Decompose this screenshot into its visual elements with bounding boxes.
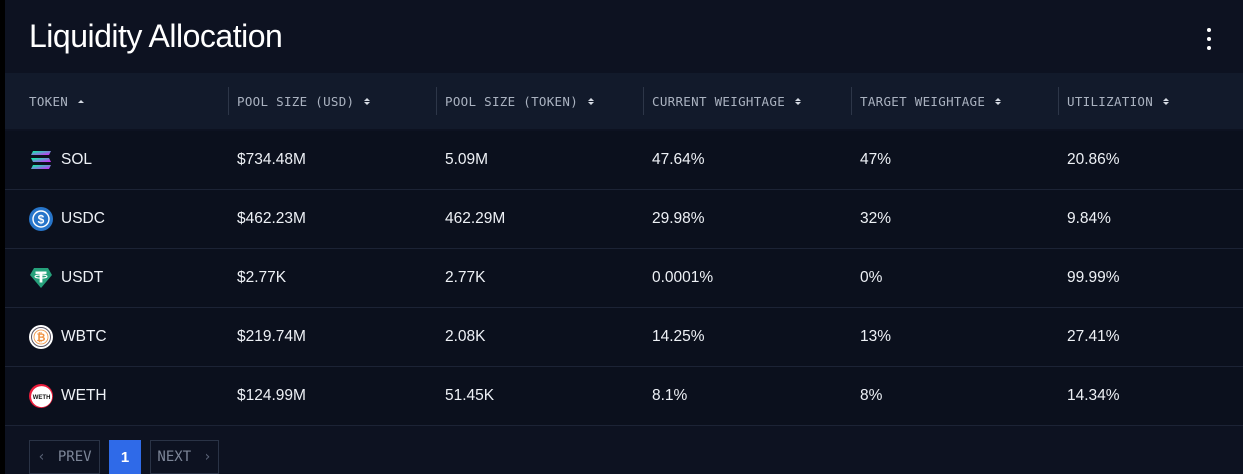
sort-ascending-icon [78,99,85,103]
usdc-icon: $ [29,207,53,231]
svg-text:$: $ [38,213,45,227]
column-header-pool-size-usd[interactable]: POOL SIZE (USD) [228,73,371,129]
token-symbol: WETH [61,387,107,404]
sort-icon [364,97,371,105]
prev-button[interactable]: ‹ PREV [29,440,100,474]
token-cell: USDT [29,249,103,307]
utilization-cell: 14.34% [1067,387,1120,404]
column-header-label: POOL SIZE (TOKEN) [445,93,579,109]
token-cell: $ USDC [29,190,105,248]
table-header: TOKEN POOL SIZE (USD) POOL SIZE (TOKEN) … [5,73,1243,129]
column-header-label: TOKEN [29,93,69,109]
token-cell: WETH WETH [29,367,107,425]
pool-size-usd-cell: $2.77K [237,269,287,286]
current-weightage-cell: 0.0001% [652,269,714,286]
more-vertical-icon[interactable] [1199,28,1219,50]
next-button[interactable]: NEXT › [150,440,219,474]
column-header-target-weightage[interactable]: TARGET WEIGHTAGE [851,73,1002,129]
sort-icon [588,97,595,105]
token-cell: ₿ WBTC [29,308,107,366]
table-row[interactable]: WETH WETH $124.99M 51.45K 8.1% 8% 14.34% [5,367,1243,426]
column-divider [228,87,229,115]
chevron-left-icon: ‹ [37,449,46,465]
page-title: Liquidity Allocation [29,18,283,54]
column-divider [851,87,852,115]
table-row[interactable]: ₿ WBTC $219.74M 2.08K 14.25% 13% 27.41% [5,308,1243,367]
pool-size-token-cell: 2.08K [445,328,486,345]
svg-text:WETH: WETH [33,395,51,401]
target-weightage-cell: 47% [860,151,892,168]
utilization-cell: 27.41% [1067,328,1120,345]
current-weightage-cell: 47.64% [652,151,705,168]
column-divider [1058,87,1059,115]
token-symbol: USDT [61,269,104,286]
sol-icon [31,151,51,169]
next-label: NEXT [157,449,192,465]
utilization-cell: 99.99% [1067,269,1120,286]
target-weightage-cell: 0% [860,269,883,286]
prev-label: PREV [57,449,92,465]
column-divider [436,87,437,115]
current-weightage-cell: 8.1% [652,387,688,404]
target-weightage-cell: 8% [860,387,883,404]
svg-text:₿: ₿ [37,332,46,344]
table-row[interactable]: $ USDC $462.23M 462.29M 29.98% 32% 9.84% [5,190,1243,249]
table-row[interactable]: SOL $734.48M 5.09M 47.64% 47% 20.86% [5,131,1243,190]
weth-icon: WETH [29,384,53,408]
column-header-label: TARGET WEIGHTAGE [860,93,986,109]
token-symbol: WBTC [61,328,107,345]
column-header-current-weightage[interactable]: CURRENT WEIGHTAGE [643,73,802,129]
current-weightage-cell: 14.25% [652,328,705,345]
pool-size-token-cell: 51.45K [445,387,495,404]
target-weightage-cell: 13% [860,328,892,345]
pool-size-token-cell: 5.09M [445,151,489,168]
sort-icon [995,97,1002,105]
pool-size-usd-cell: $462.23M [237,210,306,227]
usdt-icon [30,268,52,288]
column-header-label: UTILIZATION [1067,93,1154,109]
column-header-token[interactable]: TOKEN [29,73,85,129]
token-cell: SOL [29,131,92,189]
pool-size-token-cell: 2.77K [445,269,486,286]
pool-size-usd-cell: $219.74M [237,328,306,345]
sort-icon [795,97,802,105]
chevron-right-icon: › [203,449,212,465]
wbtc-icon: ₿ [29,325,53,349]
target-weightage-cell: 32% [860,210,892,227]
token-symbol: SOL [61,151,93,168]
column-header-label: CURRENT WEIGHTAGE [652,93,786,109]
token-symbol: USDC [61,210,105,227]
pool-size-usd-cell: $124.99M [237,387,306,404]
column-header-label: POOL SIZE (USD) [237,93,355,109]
pool-size-token-cell: 462.29M [445,210,506,227]
utilization-cell: 9.84% [1067,210,1111,227]
utilization-cell: 20.86% [1067,151,1120,168]
page-button-current[interactable]: 1 [109,440,141,474]
current-weightage-cell: 29.98% [652,210,705,227]
sort-icon [1163,97,1170,105]
column-header-pool-size-token[interactable]: POOL SIZE (TOKEN) [436,73,595,129]
table-row[interactable]: USDT $2.77K 2.77K 0.0001% 0% 99.99% [5,249,1243,308]
pagination: ‹ PREV 1 NEXT › [29,440,219,474]
column-header-utilization[interactable]: UTILIZATION [1058,73,1170,129]
column-divider [643,87,644,115]
liquidity-allocation-panel: Liquidity Allocation TOKEN POOL SIZE (US… [5,0,1243,474]
pool-size-usd-cell: $734.48M [237,151,306,168]
